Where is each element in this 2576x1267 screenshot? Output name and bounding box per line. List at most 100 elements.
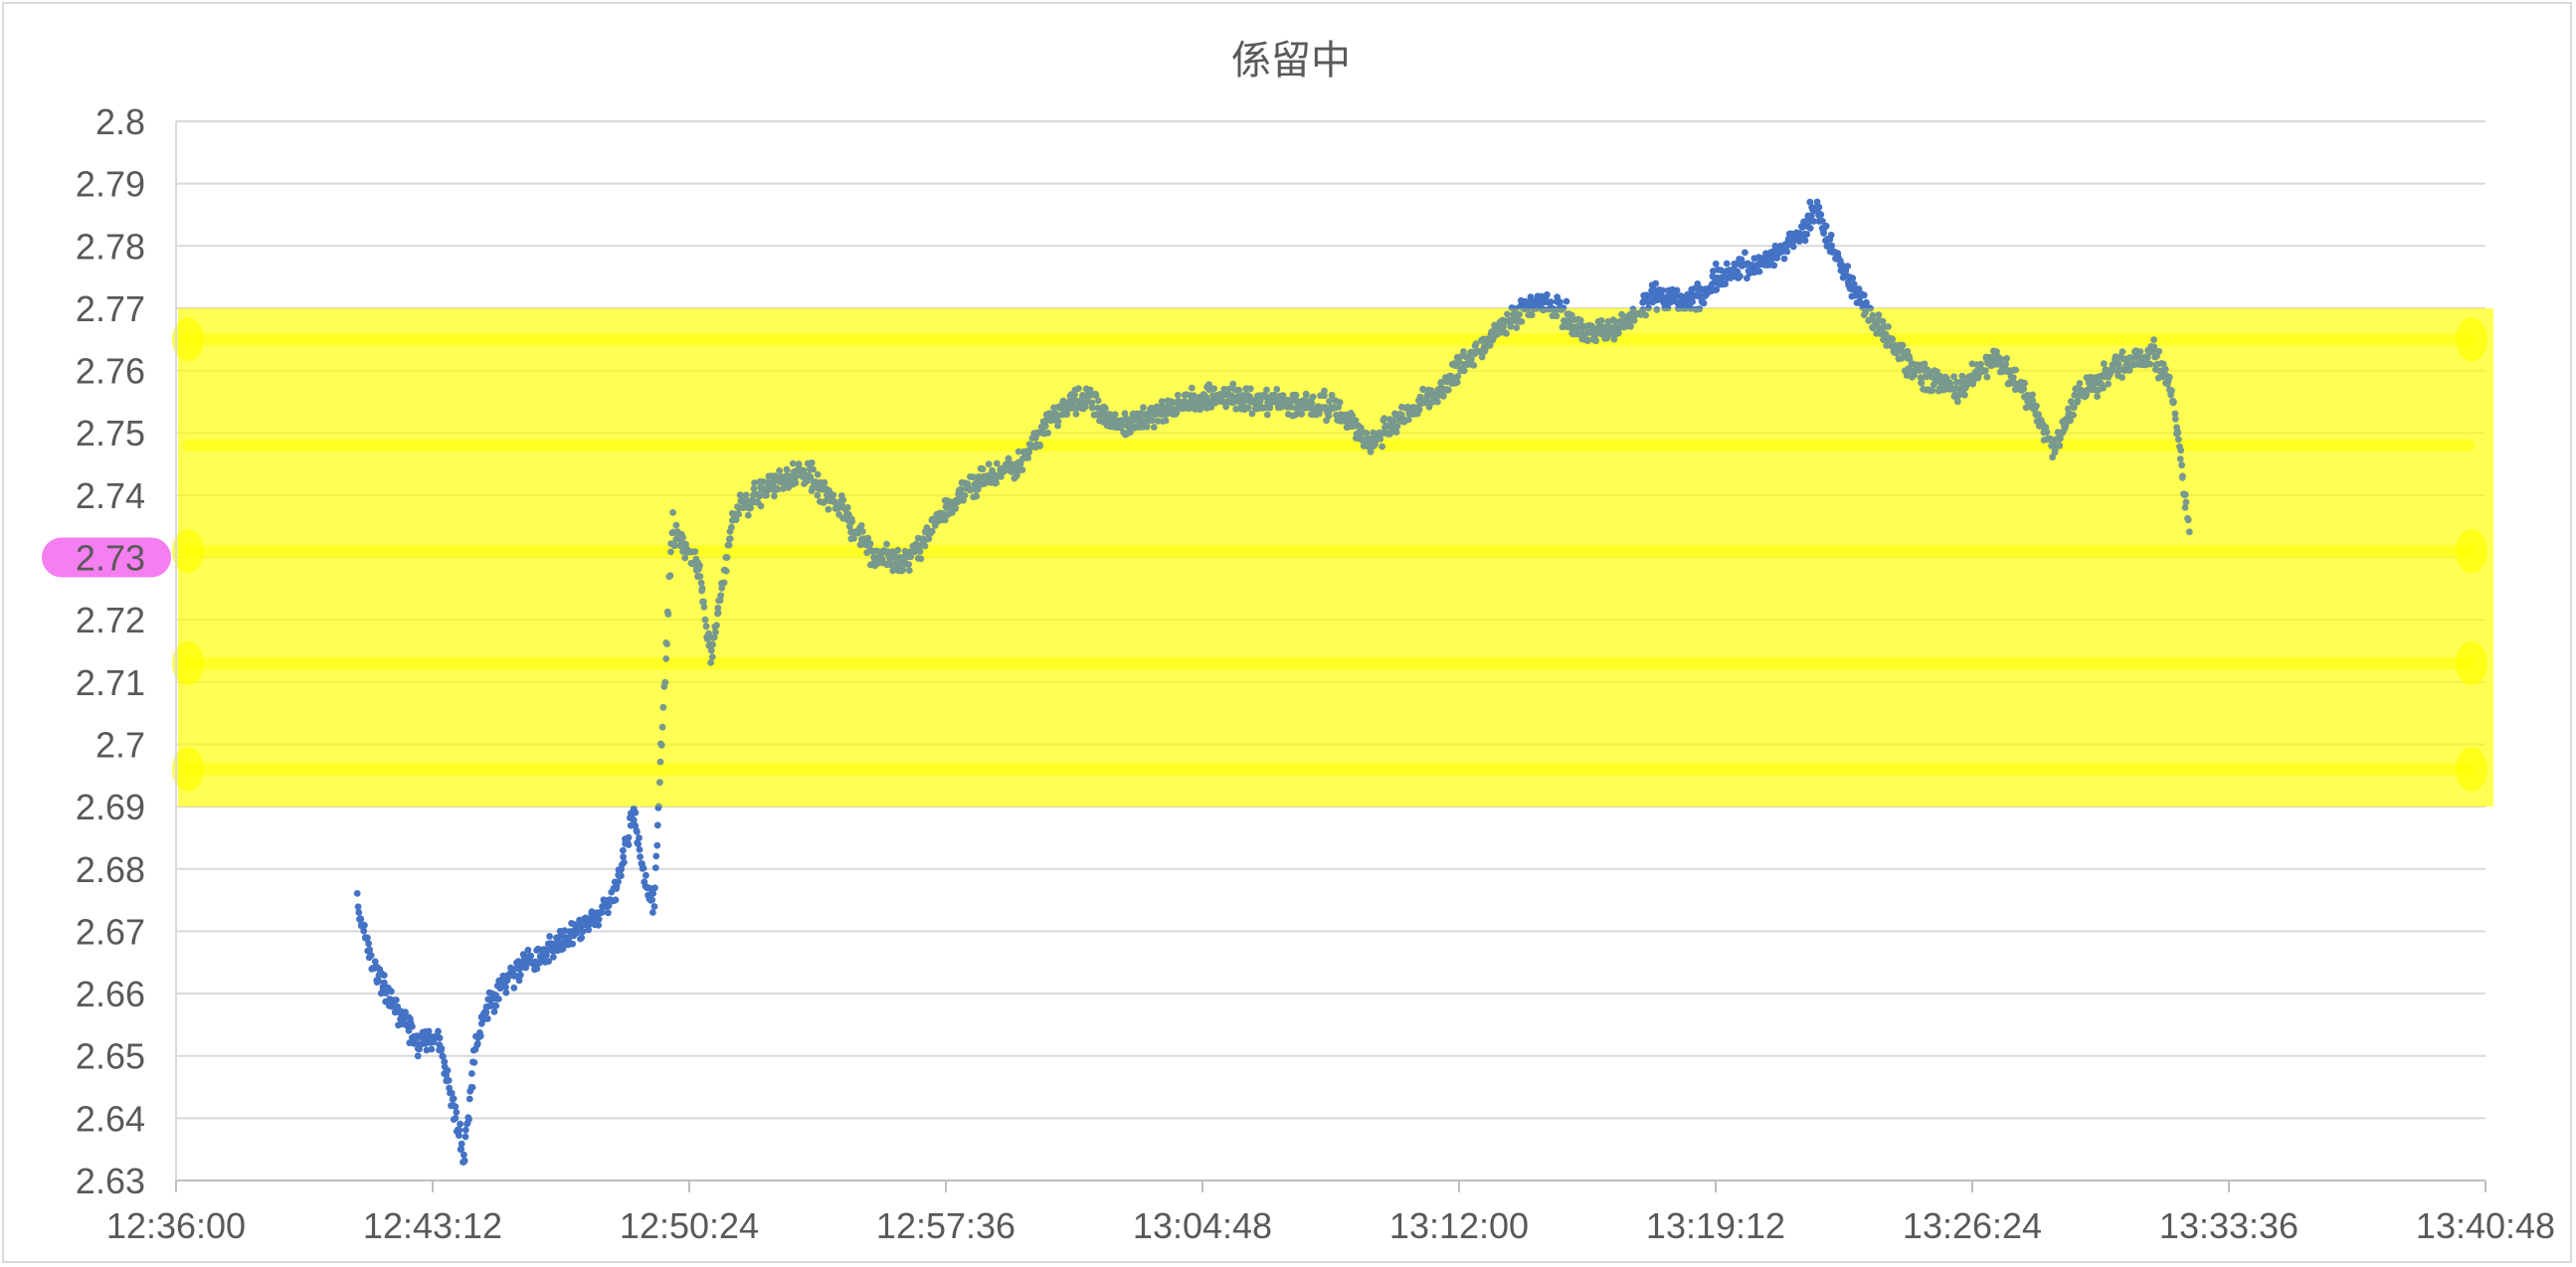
data-point: [1440, 392, 1447, 400]
data-point: [381, 979, 388, 987]
data-point: [615, 878, 622, 885]
data-point: [1981, 367, 1989, 375]
data-point: [2105, 380, 2113, 388]
y-tick-label: 2.73: [76, 538, 145, 579]
data-point: [843, 504, 851, 511]
data-point: [595, 915, 603, 923]
data-point: [1885, 323, 1892, 330]
data-points: [353, 198, 2193, 1166]
data-point: [1906, 355, 1914, 362]
data-point: [705, 630, 712, 637]
data-point: [410, 1039, 418, 1047]
data-point: [814, 491, 822, 499]
data-point: [728, 523, 735, 531]
data-point: [1597, 316, 1605, 324]
data-point: [1225, 385, 1232, 393]
data-point: [649, 909, 656, 916]
data-point: [1174, 391, 1182, 399]
data-point: [1460, 367, 1468, 375]
data-point: [718, 585, 726, 592]
data-point: [696, 573, 704, 580]
data-point: [652, 852, 660, 860]
data-point: [448, 1089, 456, 1097]
data-point: [1744, 274, 1750, 282]
data-point: [625, 841, 633, 848]
data-point: [1472, 340, 1480, 348]
data-point: [2021, 379, 2028, 387]
data-point: [1416, 393, 1424, 401]
data-point: [714, 604, 722, 612]
data-point: [1899, 341, 1907, 349]
data-point: [1326, 398, 1333, 405]
data-point: [829, 491, 837, 498]
data-point: [650, 903, 658, 910]
data-point: [1308, 399, 1316, 407]
data-point: [1024, 454, 1031, 461]
y-tick-label: 2.65: [76, 1036, 145, 1077]
data-point: [679, 534, 686, 541]
data-point: [725, 541, 733, 549]
data-point: [1503, 329, 1510, 337]
data-point: [1316, 410, 1323, 418]
data-point: [1827, 231, 1835, 239]
data-point: [1583, 337, 1591, 344]
data-point: [1162, 417, 1170, 425]
data-point: [1815, 203, 1823, 211]
data-point: [1270, 391, 1278, 399]
data-point: [1186, 405, 1194, 413]
data-point: [1468, 356, 1475, 363]
data-point: [700, 598, 707, 606]
data-point: [1817, 211, 1825, 219]
data-point: [1127, 429, 1134, 436]
data-point: [361, 921, 368, 929]
data-point: [1737, 272, 1744, 280]
data-point: [1025, 449, 1033, 456]
data-point: [2057, 435, 2064, 443]
data-point: [1018, 466, 1026, 473]
data-point: [750, 485, 758, 492]
data-point: [1780, 255, 1788, 263]
data-point: [708, 653, 716, 660]
data-point: [569, 940, 577, 948]
data-point: [1806, 225, 1814, 232]
scatter-chart: 2.63 2.64 2.65 2.66 2.67 2.68 2.69 2.7 2.71 2.72 2…: [42, 38, 2555, 1246]
highlight-stroke-end: [2456, 317, 2487, 362]
data-point: [717, 592, 725, 600]
data-point: [1149, 417, 1157, 424]
data-point: [461, 1133, 469, 1141]
data-point: [722, 567, 730, 575]
data-point: [2181, 491, 2189, 498]
data-point: [1867, 304, 1874, 312]
data-point: [723, 554, 731, 561]
data-point: [1013, 471, 1020, 479]
data-point: [483, 1014, 491, 1022]
data-point: [925, 535, 933, 543]
data-point: [1143, 423, 1151, 431]
data-point: [1627, 322, 1634, 330]
data-point: [2100, 384, 2108, 392]
data-point: [940, 510, 948, 518]
data-point: [701, 616, 709, 624]
data-point: [375, 977, 382, 985]
data-point: [682, 540, 689, 548]
data-point: [1712, 260, 1720, 268]
data-point: [393, 996, 400, 1003]
highlight-overlay-rect: [178, 307, 2493, 808]
data-point: [1918, 379, 1926, 387]
highlighted-tick-marker: [42, 537, 171, 578]
data-point: [1770, 262, 1778, 270]
data-point: [732, 516, 740, 523]
data-point: [1470, 361, 1478, 369]
data-point: [809, 484, 817, 492]
highlight-stroke-end: [172, 317, 204, 362]
data-point: [1210, 385, 1217, 393]
data-point: [1610, 335, 1618, 343]
data-point: [1659, 286, 1666, 294]
data-point: [960, 496, 967, 504]
data-point: [1075, 385, 1082, 392]
data-point: [456, 1127, 463, 1134]
data-point: [1111, 411, 1119, 419]
data-point: [1544, 290, 1551, 298]
data-point: [702, 623, 710, 631]
data-point: [360, 927, 368, 935]
